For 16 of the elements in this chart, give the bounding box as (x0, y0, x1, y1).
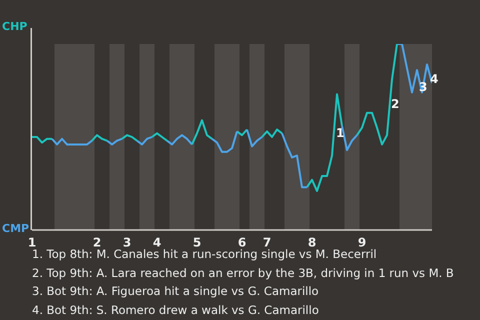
x-tick-label: 1 (28, 236, 36, 250)
x-tick-label: 3 (122, 236, 132, 250)
text: CMP (2, 222, 30, 236)
x-tick-label: 2 (92, 236, 102, 250)
x-tick-label: 7 (262, 236, 272, 250)
annotation: 2 (391, 97, 400, 112)
text: 3. Bot 9th: A. Figueroa hit a single vs G. Camarillo (32, 283, 320, 300)
x-tick-label: 6 (238, 236, 246, 250)
x-tick-label: 9 (358, 236, 366, 250)
text: 1. Top 8th: M. Canales hit a run-scoring single vs M. Becerril (32, 247, 378, 263)
text: 4. Bot 9th: S. Romero drew a walk vs G. Camarillo (32, 302, 320, 318)
x-tick-label: 8 (308, 236, 316, 250)
x-tick-label: 4 (152, 236, 162, 250)
text: CHP (2, 20, 28, 34)
text: 2. Top 9th: A. Lara reached on an error by the 3B, driving in 1 run vs M. B (32, 264, 454, 282)
x-tick-label: 5 (192, 236, 202, 250)
